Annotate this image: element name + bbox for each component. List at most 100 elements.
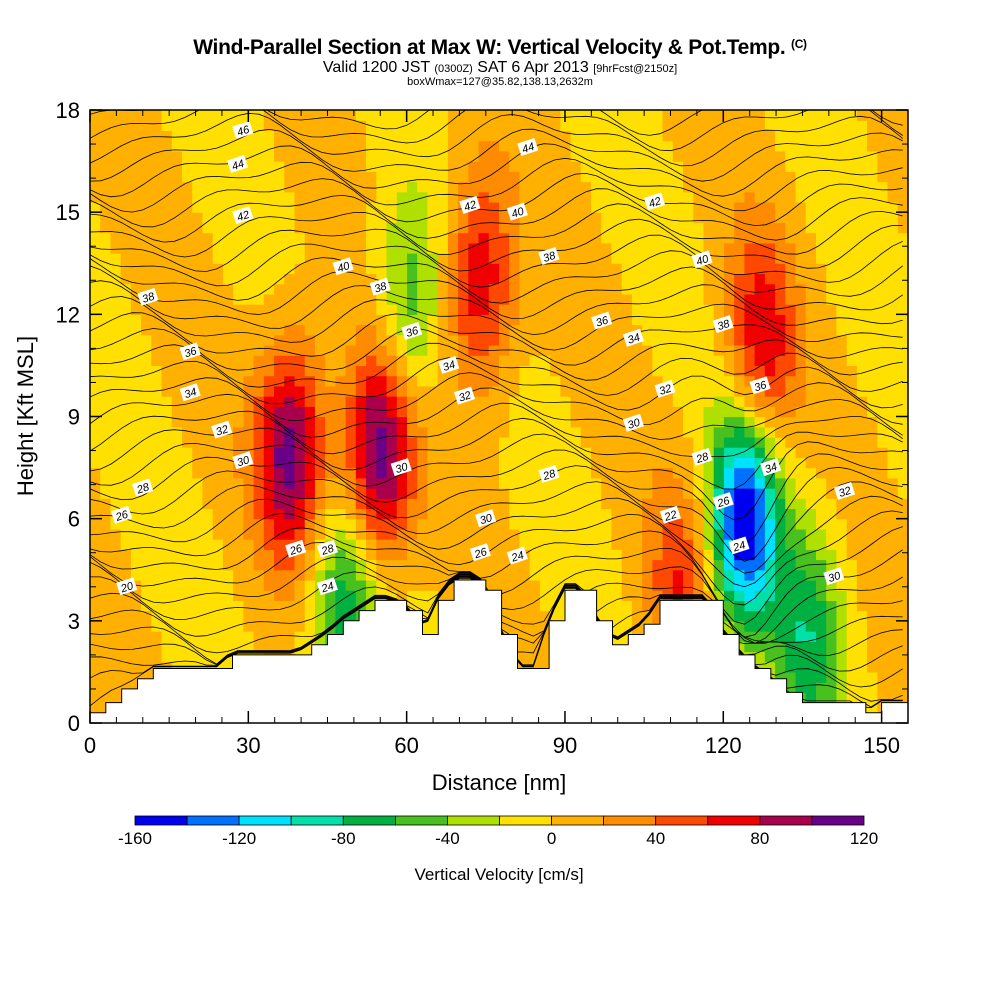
velocity-cell: [304, 222, 316, 234]
velocity-cell: [304, 130, 316, 142]
velocity-cell: [570, 120, 582, 132]
velocity-cell: [202, 365, 214, 377]
velocity-cell: [713, 436, 725, 448]
velocity-cell: [447, 477, 459, 489]
velocity-cell: [539, 140, 551, 152]
velocity-cell: [335, 130, 347, 142]
velocity-cell: [294, 263, 306, 275]
velocity-cell: [90, 273, 101, 285]
velocity-cell: [151, 324, 163, 336]
velocity-cell: [836, 242, 848, 254]
velocity-cell: [202, 375, 214, 387]
velocity-cell: [652, 130, 664, 142]
velocity-cell: [100, 212, 112, 223]
velocity-cell: [805, 181, 817, 193]
velocity-cell: [775, 171, 786, 183]
velocity-cell: [406, 334, 418, 346]
velocity-cell: [192, 263, 204, 275]
velocity-cell: [683, 242, 694, 254]
velocity-cell: [499, 365, 510, 377]
velocity-cell: [550, 304, 561, 315]
velocity-cell: [212, 130, 224, 142]
velocity-cell: [253, 120, 265, 132]
velocity-cell: [222, 590, 234, 601]
velocity-cell: [754, 457, 766, 469]
velocity-cell: [120, 569, 132, 581]
velocity-cell: [683, 191, 694, 203]
velocity-cell: [713, 120, 725, 132]
velocity-cell: [386, 355, 398, 367]
theta-label-bg: [285, 539, 307, 558]
velocity-cell: [795, 600, 807, 612]
velocity-cell: [222, 304, 234, 315]
velocity-cell: [253, 201, 265, 213]
velocity-cell: [887, 120, 899, 132]
velocity-cell: [182, 467, 193, 479]
velocity-cell: [856, 641, 868, 653]
velocity-cell: [785, 110, 797, 121]
velocity-cell: [376, 304, 388, 315]
velocity-cell: [560, 396, 572, 407]
velocity-cell: [631, 232, 643, 244]
velocity-cell: [90, 436, 101, 448]
velocity-cell: [120, 436, 132, 448]
velocity-cell: [611, 385, 623, 397]
theta-contour-line: [90, 372, 903, 426]
velocity-cell: [376, 436, 388, 448]
velocity-cell: [529, 651, 541, 663]
velocity-cell: [110, 610, 122, 622]
velocity-cell: [805, 682, 817, 693]
theta-label-text: 26: [715, 495, 732, 511]
velocity-cell: [621, 631, 633, 642]
velocity-cell: [212, 201, 224, 213]
velocity-cell: [274, 539, 285, 550]
velocity-cell: [130, 447, 142, 458]
velocity-cell: [826, 385, 838, 397]
velocity-cell: [887, 498, 899, 510]
velocity-cell: [141, 559, 152, 571]
velocity-cell: [345, 344, 357, 356]
velocity-cell: [734, 150, 745, 162]
velocity-cell: [253, 355, 265, 367]
velocity-cell: [263, 181, 275, 193]
velocity-cell: [335, 579, 347, 591]
velocity-cell: [294, 140, 306, 152]
velocity-cell: [141, 201, 152, 213]
velocity-cell: [355, 304, 367, 315]
velocity-cell: [775, 488, 786, 499]
velocity-cell: [345, 334, 357, 346]
velocity-cell: [233, 181, 244, 193]
velocity-cell: [304, 436, 316, 448]
velocity-cell: [836, 549, 848, 561]
theta-label-bg: [691, 250, 713, 269]
velocity-cell: [764, 579, 776, 591]
velocity-cell: [631, 273, 643, 285]
velocity-cell: [509, 620, 521, 632]
velocity-cell: [580, 508, 592, 520]
velocity-cell: [805, 539, 817, 550]
velocity-cell: [171, 590, 183, 601]
velocity-cell: [110, 191, 122, 203]
velocity-cell: [274, 416, 285, 428]
theta-label-text: 46: [236, 123, 252, 138]
velocity-cell: [734, 110, 745, 121]
velocity-cell: [335, 600, 347, 612]
velocity-cell: [499, 426, 510, 438]
velocity-cell: [141, 110, 152, 121]
velocity-cell: [652, 304, 664, 315]
velocity-cell: [325, 488, 336, 499]
velocity-cell: [376, 150, 388, 162]
velocity-cell: [836, 334, 848, 346]
velocity-cell: [764, 651, 776, 663]
velocity-cell: [652, 508, 664, 520]
velocity-cell: [458, 549, 469, 561]
velocity-cell: [560, 518, 572, 530]
velocity-cell: [222, 396, 234, 407]
theta-label: 28: [691, 447, 713, 466]
velocity-cell: [447, 161, 459, 172]
velocity-cell: [284, 212, 296, 223]
velocity-cell: [652, 283, 664, 295]
velocity-cell: [785, 385, 797, 397]
velocity-cell: [856, 600, 868, 612]
velocity-cell: [672, 528, 684, 540]
